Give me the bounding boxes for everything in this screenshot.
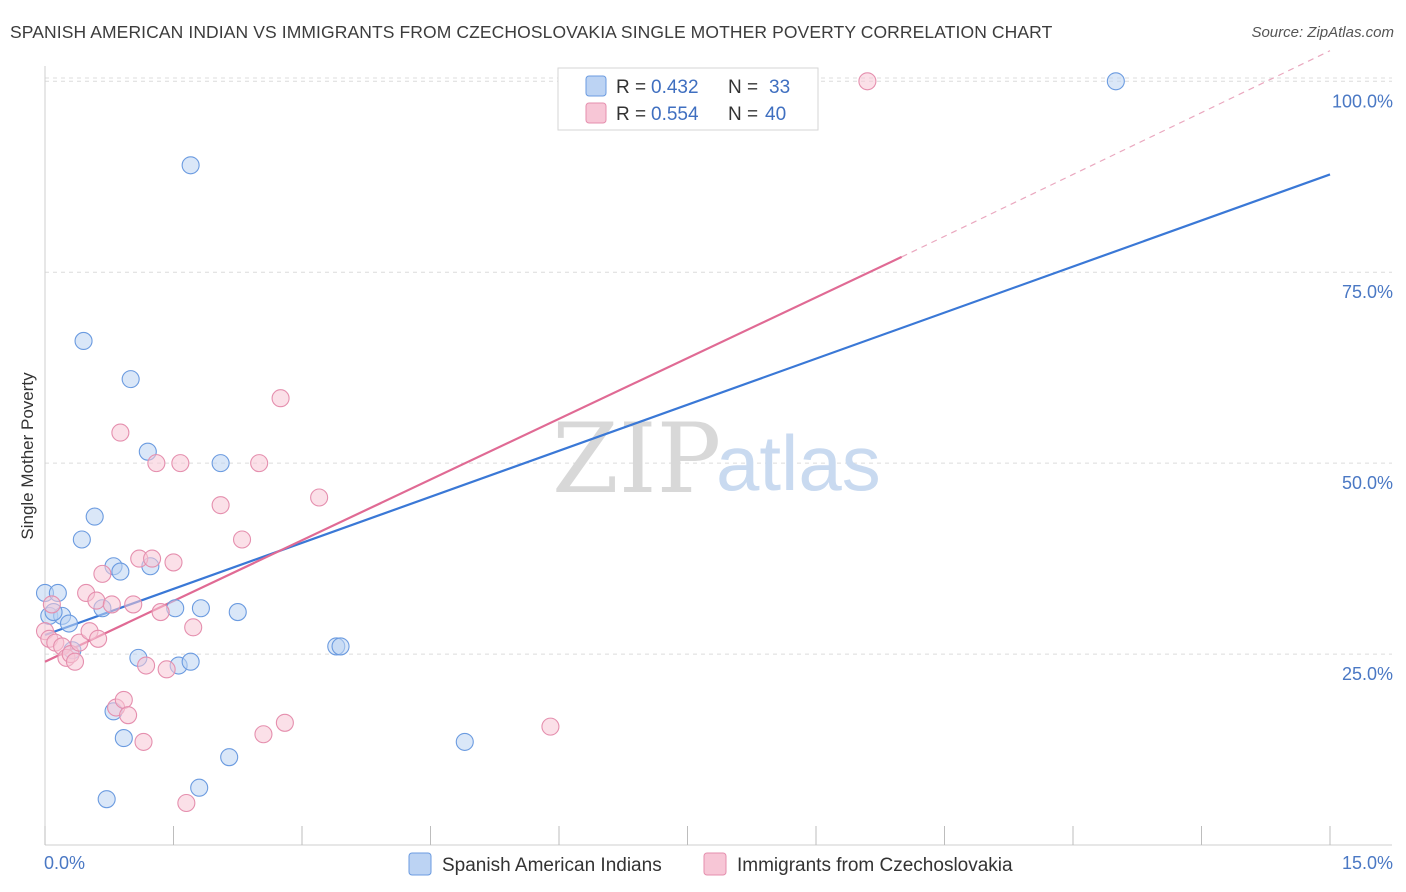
stats-swatch-pink [585, 102, 607, 124]
point-czechoslovakia [147, 454, 166, 473]
point-czechoslovakia [134, 732, 153, 751]
point-spanish-american-indian [455, 732, 474, 751]
point-spanish-american-indian [114, 729, 133, 748]
point-spanish-american-indian [181, 652, 200, 671]
point-czechoslovakia [254, 725, 273, 744]
point-spanish-american-indian [111, 562, 130, 581]
point-spanish-american-indian [228, 603, 247, 622]
point-czechoslovakia [137, 656, 156, 675]
point-czechoslovakia [164, 553, 183, 572]
stats-r-value-blue: 0.432 [651, 77, 699, 98]
x-tick-label: 15.0% [1342, 853, 1393, 873]
point-spanish-american-indian [72, 530, 91, 549]
tick-labels: 25.0% 50.0% 75.0% 100.0% 0.0% 15.0% [44, 91, 1393, 873]
y-tick-label: 100.0% [1332, 91, 1393, 111]
stats-r-label-blue: R = [616, 77, 646, 98]
stats-r-label-pink: R = [616, 104, 646, 125]
point-czechoslovakia [124, 595, 143, 614]
stats-n-label-pink: N = [728, 104, 758, 125]
y-tick-label: 25.0% [1342, 664, 1393, 684]
point-spanish-american-indian [1106, 72, 1125, 91]
point-czechoslovakia [541, 717, 560, 736]
chart-title: SPANISH AMERICAN INDIAN VS IMMIGRANTS FR… [10, 22, 1053, 42]
point-czechoslovakia [93, 564, 112, 583]
point-spanish-american-indian [190, 778, 209, 797]
legend-label-spanish-american-indians: Spanish American Indians [442, 855, 662, 876]
stats-r-value-pink: 0.554 [651, 104, 699, 125]
point-czechoslovakia [87, 591, 106, 610]
point-spanish-american-indian [74, 331, 93, 350]
y-tick-label: 50.0% [1342, 473, 1393, 493]
trend-line-blue [44, 173, 1331, 637]
point-czechoslovakia [70, 633, 89, 652]
data-points [35, 72, 1125, 813]
trend-line-pink [44, 255, 903, 663]
watermark: ZIP atlas [552, 403, 881, 515]
point-czechoslovakia [177, 793, 196, 813]
point-czechoslovakia [151, 603, 170, 622]
point-spanish-american-indian [211, 454, 230, 473]
point-czechoslovakia [232, 530, 252, 549]
stats-legend: R = 0.432 N = 33 R = 0.554 N = 40 [557, 67, 819, 131]
point-czechoslovakia [102, 595, 121, 614]
point-spanish-american-indian [85, 507, 104, 526]
legend-swatch-immigrants-czechoslovakia [703, 852, 727, 876]
bottom-legend: Spanish American Indians Immigrants from… [408, 852, 1013, 876]
point-czechoslovakia [119, 706, 138, 725]
stats-n-value-blue: 33 [769, 77, 790, 98]
stats-n-label-blue: N = [728, 77, 758, 98]
point-czechoslovakia [65, 652, 85, 671]
x-tick-label: 0.0% [44, 853, 85, 873]
point-czechoslovakia [211, 496, 230, 515]
point-spanish-american-indian [121, 370, 140, 389]
point-czechoslovakia [275, 713, 294, 732]
watermark-zip: ZIP [552, 403, 721, 515]
point-czechoslovakia [271, 389, 290, 408]
point-spanish-american-indian [331, 637, 350, 656]
trend-lines [44, 50, 1331, 663]
gridlines [45, 77, 1392, 655]
point-czechoslovakia [157, 660, 176, 679]
point-czechoslovakia [42, 595, 61, 614]
point-spanish-american-indian [191, 599, 210, 618]
point-czechoslovakia [171, 454, 190, 473]
stats-n-value-pink: 40 [765, 104, 786, 125]
point-czechoslovakia [858, 72, 877, 91]
y-tick-label: 75.0% [1342, 282, 1393, 302]
legend-label-immigrants-czechoslovakia: Immigrants from Czechoslovakia [737, 855, 1013, 876]
legend-swatch-spanish-american-indians [408, 852, 432, 876]
point-czechoslovakia [143, 549, 162, 568]
trend-extension-pink [901, 50, 1331, 258]
point-spanish-american-indian [181, 156, 200, 175]
point-spanish-american-indian [97, 790, 116, 809]
source-credit: Source: ZipAtlas.com [1251, 24, 1394, 41]
point-czechoslovakia [184, 618, 203, 637]
point-czechoslovakia [89, 629, 108, 648]
axes [44, 66, 1392, 846]
point-spanish-american-indian [59, 614, 79, 633]
watermark-atlas: atlas [716, 419, 881, 507]
point-czechoslovakia [250, 454, 269, 473]
point-spanish-american-indian [220, 748, 239, 767]
stats-swatch-blue [585, 75, 607, 97]
point-czechoslovakia [111, 423, 130, 442]
point-czechoslovakia [114, 690, 133, 709]
point-czechoslovakia [310, 488, 329, 507]
